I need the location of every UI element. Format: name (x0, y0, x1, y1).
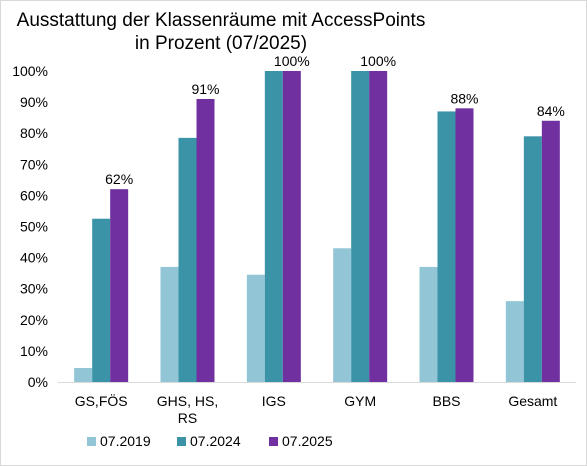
legend-label: 07.2019 (100, 433, 151, 449)
bar (160, 266, 179, 382)
y-tick-label: 70% (20, 156, 48, 172)
y-tick-label: 20% (20, 312, 48, 328)
legend-label: 07.2024 (190, 433, 241, 449)
y-tick-label: 40% (20, 250, 48, 266)
data-label: 100% (274, 53, 310, 69)
bar (92, 218, 111, 382)
bar (523, 136, 542, 382)
bar (419, 266, 438, 382)
bar (333, 248, 352, 382)
category-label: RS (178, 410, 197, 426)
category-label: Gesamt (508, 393, 557, 409)
category-label: GS,FÖS (75, 392, 128, 409)
bar (505, 301, 524, 382)
category-label: GYM (344, 393, 376, 409)
bar (282, 71, 301, 382)
bar (110, 189, 129, 382)
bar (74, 368, 93, 382)
category-label: GHS, HS, (157, 393, 218, 409)
data-label: 100% (360, 53, 396, 69)
y-tick-label: 60% (20, 187, 48, 203)
bar (541, 120, 560, 382)
bar (369, 71, 388, 382)
bar (437, 111, 456, 383)
chart-title: Ausstattung der Klassenräume mit AccessP… (1, 9, 441, 55)
legend-swatch (177, 437, 186, 446)
bar (264, 71, 283, 382)
legend-swatch (87, 437, 96, 446)
chart-title-line-1: Ausstattung der Klassenräume mit AccessP… (16, 10, 426, 31)
legend-label: 07.2025 (282, 433, 333, 449)
category-label: IGS (262, 393, 286, 409)
bar (351, 71, 370, 382)
y-tick-label: 90% (20, 94, 48, 110)
data-label: 84% (537, 103, 565, 119)
bar (178, 137, 197, 382)
y-tick-label: 80% (20, 125, 48, 141)
data-label: 91% (191, 81, 219, 97)
data-label: 88% (450, 90, 478, 106)
y-tick-label: 100% (12, 63, 48, 79)
y-tick-label: 10% (20, 343, 48, 359)
bar (196, 98, 215, 383)
bar (246, 274, 265, 382)
y-tick-label: 30% (20, 281, 48, 297)
legend-swatch (269, 437, 278, 446)
y-tick-label: 0% (28, 374, 48, 390)
data-label: 62% (105, 171, 133, 187)
y-tick-label: 50% (20, 219, 48, 235)
bar (455, 108, 474, 382)
chart-title-line-2: in Prozent (07/2025) (134, 33, 308, 54)
category-label: BBS (432, 393, 460, 409)
